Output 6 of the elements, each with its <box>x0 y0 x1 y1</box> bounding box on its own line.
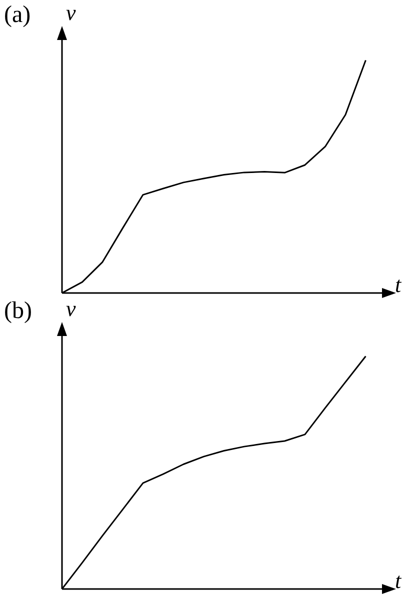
x-axis-title: t <box>395 568 402 594</box>
chart-title: (b) <box>4 298 32 325</box>
y-axis-title: v <box>66 0 76 26</box>
y-axis-title: v <box>66 296 76 322</box>
chart-title: (a) <box>4 2 31 29</box>
x-axis-title: t <box>395 272 402 298</box>
